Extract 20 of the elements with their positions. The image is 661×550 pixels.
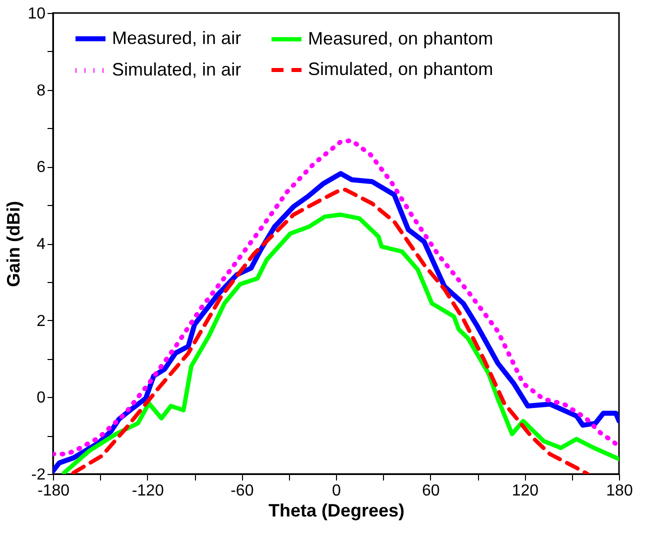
x-tick-label: -120 [132,482,164,500]
legend-label: Simulated, in air [112,60,242,80]
x-tick-label: 0 [332,482,342,500]
legend-label: Measured, on phantom [308,28,494,48]
y-tick-label: 4 [36,236,46,253]
legend-label: Measured, in air [112,28,242,48]
y-tick-label: -2 [31,466,46,484]
y-tick-label: 2 [36,312,46,330]
x-tick-label: 180 [606,482,633,500]
x-tick-label: 120 [512,482,539,500]
y-tick-label: 6 [36,159,46,176]
x-tick-label: 60 [422,482,440,500]
x-axis-title: Theta (Degrees) [268,500,405,520]
y-axis-title: Gain (dBi) [4,201,24,287]
x-tick-label: -180 [37,482,70,500]
y-tick-label: 8 [36,82,46,100]
y-tick-label: 0 [36,390,46,407]
legend-label: Simulated, on phantom [308,59,494,79]
y-tick-label: 10 [28,6,46,22]
x-tick-label: -60 [230,482,254,500]
